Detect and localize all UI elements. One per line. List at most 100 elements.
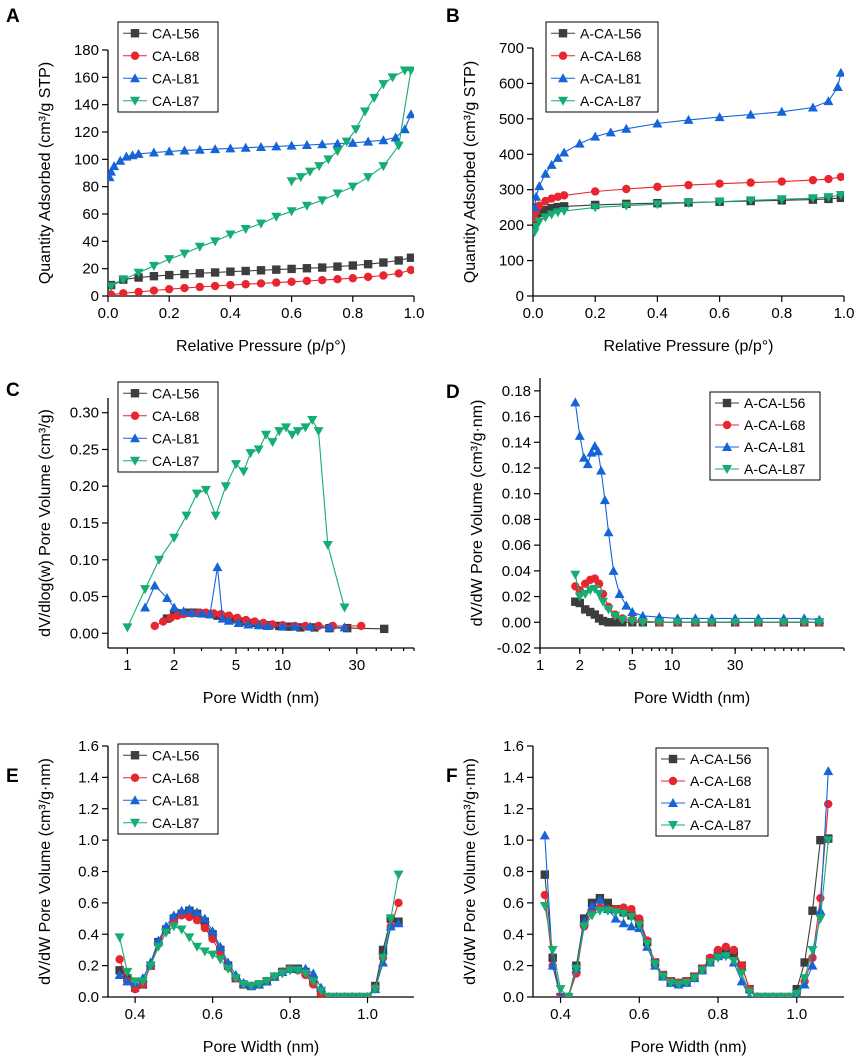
legend-marker bbox=[722, 465, 732, 474]
panel-letter: D bbox=[446, 382, 460, 403]
x-tick-label: 0.8 bbox=[280, 1006, 301, 1023]
x-tick-label: 10 bbox=[274, 657, 291, 674]
data-point bbox=[619, 903, 628, 912]
legend-marker bbox=[558, 73, 568, 83]
data-point bbox=[799, 979, 810, 989]
data-point bbox=[823, 193, 834, 203]
y-tick-label: 0.02 bbox=[502, 589, 531, 606]
y-tick-label: 0.6 bbox=[503, 895, 524, 912]
legend-marker bbox=[130, 751, 140, 760]
legend-label: CA-L87 bbox=[152, 453, 200, 469]
legend-label: CA-L87 bbox=[152, 93, 200, 109]
data-point bbox=[347, 137, 358, 147]
data-point bbox=[393, 141, 404, 151]
data-point bbox=[166, 613, 175, 623]
data-point bbox=[547, 945, 558, 955]
data-point bbox=[307, 416, 318, 426]
y-tick-label: 0.12 bbox=[502, 460, 531, 477]
data-point bbox=[292, 427, 303, 437]
data-point bbox=[207, 926, 218, 936]
data-point bbox=[673, 980, 684, 990]
data-point bbox=[271, 141, 282, 151]
data-point bbox=[267, 438, 278, 448]
data-point bbox=[301, 139, 312, 149]
data-point bbox=[684, 180, 693, 190]
data-point bbox=[534, 181, 545, 191]
data-point bbox=[184, 904, 195, 914]
x-axis-label: Pore Width (nm) bbox=[630, 1039, 746, 1056]
y-tick-label: 0.8 bbox=[503, 864, 524, 881]
panel-b: B 0.0 0.2 0.4 0.6 0.8 1.0 0 100 200 300 400 500 600 70… bbox=[446, 6, 854, 355]
data-point bbox=[553, 202, 563, 212]
data-point bbox=[256, 142, 266, 152]
legend-marker bbox=[130, 73, 140, 83]
data-point bbox=[262, 620, 273, 630]
data-point bbox=[621, 600, 632, 610]
data-point bbox=[241, 266, 250, 276]
data-point bbox=[243, 619, 254, 629]
legend-marker bbox=[130, 51, 140, 60]
data-point bbox=[256, 219, 266, 229]
data-point bbox=[800, 958, 809, 967]
data-point bbox=[350, 125, 361, 135]
data-point bbox=[378, 80, 389, 90]
data-point bbox=[681, 978, 692, 988]
data-point bbox=[590, 203, 601, 213]
data-point bbox=[594, 590, 605, 599]
data-point bbox=[627, 607, 638, 616]
plot-area bbox=[114, 870, 404, 997]
data-point bbox=[165, 284, 174, 294]
data-point bbox=[210, 281, 220, 291]
y-tick-label: 500 bbox=[499, 111, 524, 128]
data-point bbox=[706, 618, 717, 628]
data-point bbox=[559, 147, 570, 157]
data-point bbox=[760, 993, 771, 997]
data-point bbox=[130, 984, 140, 994]
data-point bbox=[635, 914, 644, 923]
data-point bbox=[836, 172, 844, 182]
y-tick-label: 1.2 bbox=[78, 801, 99, 818]
data-point bbox=[379, 258, 388, 267]
data-point bbox=[133, 148, 144, 158]
data-point bbox=[185, 912, 194, 922]
y-tick-label: 0.05 bbox=[70, 589, 99, 606]
data-point bbox=[194, 242, 205, 252]
data-point bbox=[737, 961, 746, 970]
x-axis-label: Pore Width (nm) bbox=[634, 690, 750, 707]
x-tick-label: 30 bbox=[348, 657, 365, 674]
data-point bbox=[224, 611, 234, 620]
x-axis-label: Relative Pressure (p/p°) bbox=[176, 338, 346, 355]
data-point bbox=[292, 966, 303, 976]
data-point bbox=[570, 570, 581, 580]
data-point bbox=[195, 282, 204, 292]
data-point bbox=[137, 977, 148, 987]
data-point bbox=[672, 618, 683, 628]
data-point bbox=[378, 162, 389, 172]
data-point bbox=[229, 615, 238, 624]
data-point bbox=[339, 993, 350, 997]
data-point bbox=[215, 941, 226, 951]
x-tick-label: 2 bbox=[576, 657, 584, 674]
data-point bbox=[571, 597, 580, 606]
data-point bbox=[540, 890, 550, 900]
data-point bbox=[406, 265, 414, 275]
data-point bbox=[579, 922, 590, 932]
legend-label: CA-L56 bbox=[152, 385, 200, 401]
data-point bbox=[230, 974, 241, 984]
y-tick-label: 0.15 bbox=[70, 515, 99, 532]
data-point bbox=[642, 939, 653, 949]
data-point bbox=[118, 275, 129, 285]
data-point bbox=[220, 482, 231, 492]
data-point bbox=[287, 430, 298, 440]
y-tick-label: 0.16 bbox=[502, 409, 531, 426]
data-point bbox=[195, 269, 204, 278]
y-tick-label: 0.10 bbox=[502, 486, 531, 503]
data-point bbox=[194, 144, 205, 154]
data-point bbox=[122, 623, 133, 633]
x-tick-label: 1.0 bbox=[834, 305, 855, 322]
x-axis-label: Pore Width (nm) bbox=[203, 690, 319, 707]
data-point bbox=[582, 459, 593, 469]
data-point bbox=[728, 956, 739, 966]
data-point bbox=[332, 189, 343, 199]
data-point bbox=[341, 137, 352, 147]
